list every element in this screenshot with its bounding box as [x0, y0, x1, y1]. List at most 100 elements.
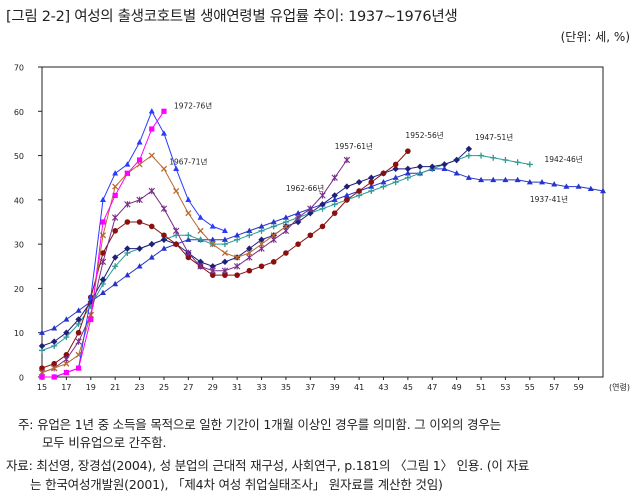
data-point: [136, 157, 143, 163]
x-tick-label: 53: [500, 383, 510, 392]
data-point: [331, 174, 338, 181]
data-point: [136, 219, 143, 225]
data-point: [416, 163, 424, 170]
data-point: [221, 227, 228, 234]
data-point: [148, 240, 155, 248]
data-point: [600, 187, 606, 194]
data-point: [99, 276, 107, 283]
data-point: [478, 176, 485, 183]
series-label: 1942-46년: [544, 154, 582, 164]
series-1947-51년: [38, 145, 473, 350]
data-point: [319, 223, 326, 230]
data-point: [160, 245, 167, 251]
data-point: [75, 365, 82, 371]
series-1962-66년: [38, 152, 289, 376]
data-point: [331, 196, 338, 203]
y-tick-label: 60: [14, 108, 24, 117]
y-tick-label: 70: [14, 64, 24, 73]
data-point: [380, 183, 387, 190]
data-point: [441, 165, 448, 172]
data-point: [63, 369, 69, 376]
x-tick-label: 25: [159, 383, 169, 392]
data-point: [221, 241, 228, 248]
data-point: [173, 187, 180, 195]
data-point: [404, 170, 411, 176]
data-point: [478, 152, 485, 159]
data-point: [392, 179, 399, 186]
data-point: [356, 188, 362, 194]
data-point: [344, 197, 350, 203]
data-point: [246, 232, 253, 239]
x-tick-label: 23: [134, 383, 144, 392]
data-point: [465, 152, 472, 159]
data-point: [161, 232, 167, 239]
data-point: [270, 232, 277, 239]
footnote-line-1: 주: 유업은 1년 중 소득을 목적으로 일한 기간이 1개월 이상인 경우를 …: [18, 417, 501, 432]
data-point: [185, 232, 192, 239]
data-point: [392, 161, 399, 168]
data-point: [38, 342, 46, 350]
data-point: [514, 159, 521, 166]
data-point: [111, 254, 119, 261]
data-point: [258, 227, 265, 234]
data-point: [453, 156, 460, 164]
data-point: [234, 272, 240, 278]
data-point: [234, 254, 241, 261]
data-point: [209, 223, 216, 229]
data-point: [160, 130, 167, 136]
y-tick-label: 20: [14, 285, 24, 294]
series-1972-76년: [39, 108, 167, 380]
data-point: [234, 236, 241, 243]
series-line: [42, 110, 226, 378]
data-point: [368, 179, 375, 185]
x-tick-label: 45: [403, 383, 413, 392]
data-point: [197, 263, 204, 270]
data-point: [307, 205, 314, 212]
data-point: [136, 139, 143, 145]
series-label: 1952-56년: [405, 130, 443, 140]
data-point: [209, 263, 216, 270]
data-point: [405, 148, 411, 154]
data-point: [87, 311, 94, 319]
data-point: [124, 271, 131, 278]
data-point: [197, 236, 204, 243]
data-point: [319, 201, 326, 208]
data-point: [587, 185, 594, 191]
x-tick-label: 47: [427, 383, 437, 392]
data-point: [160, 236, 168, 243]
chart-series: [38, 108, 606, 380]
data-point: [124, 170, 130, 176]
data-point: [51, 374, 57, 380]
source-line-2: 는 한국여성개발원(2001), 「제4차 여성 취업실태조사」 원자료를 계산…: [30, 477, 443, 492]
data-point: [136, 196, 143, 204]
data-point: [502, 157, 509, 163]
data-point: [331, 201, 338, 208]
data-point: [258, 263, 265, 270]
data-point: [112, 263, 119, 270]
data-point: [50, 338, 58, 345]
x-tick-label: 29: [208, 383, 218, 392]
data-point: [453, 170, 460, 176]
series-label: 1957-61년: [335, 141, 373, 151]
data-point: [258, 241, 265, 248]
data-point: [173, 165, 180, 172]
source-line-1: 자료: 최선영, 장경섭(2004), 성 분업의 근대적 재구성, 사회연구,…: [6, 458, 530, 473]
data-point: [282, 223, 289, 230]
data-point: [404, 165, 412, 173]
data-point: [465, 145, 473, 153]
footnote-line-2: 모두 비유업으로 간주함.: [42, 435, 167, 450]
x-tick-label: 37: [305, 383, 315, 392]
data-point: [551, 181, 558, 187]
data-point: [417, 170, 424, 177]
series-label: 1972-76년: [174, 100, 212, 110]
data-point: [343, 192, 350, 198]
data-point: [221, 258, 229, 266]
chart-series-labels: 1937-41년 1942-46년 1947-51년 1952-56년 1957-61년…: [169, 100, 583, 204]
data-point: [380, 178, 387, 185]
y-tick-label: 10: [14, 329, 24, 338]
data-point: [173, 241, 179, 247]
series-1952-56년: [39, 148, 411, 371]
data-point: [185, 249, 192, 257]
y-tick-label: 0: [19, 374, 24, 383]
data-point: [75, 307, 82, 313]
